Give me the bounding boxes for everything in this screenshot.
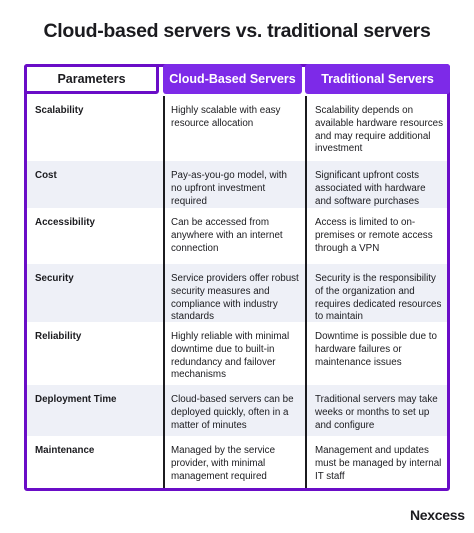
table-row: Reliability Highly reliable with minimal…	[27, 322, 447, 385]
row-cloud-value: Cloud-based servers can be deployed quic…	[171, 394, 294, 431]
row-parameter: Cost	[35, 170, 57, 181]
row-cloud-value: Highly scalable with easy resource alloc…	[171, 105, 281, 129]
header-traditional-servers: Traditional Servers	[305, 64, 450, 94]
row-parameter: Accessibility	[35, 217, 95, 228]
row-traditional-value: Significant upfront costs associated wit…	[315, 170, 426, 207]
row-traditional-value: Management and updates must be managed b…	[315, 445, 442, 482]
nexcess-logo: Nexcess	[410, 507, 465, 523]
page-title: Cloud-based servers vs. traditional serv…	[43, 20, 431, 42]
row-parameter: Security	[35, 273, 74, 284]
table-row: Security Service providers offer robust …	[27, 264, 447, 322]
row-cloud-value: Can be accessed from anywhere with an in…	[171, 217, 283, 254]
row-parameter: Reliability	[35, 331, 82, 342]
row-parameter: Maintenance	[35, 445, 95, 456]
row-cloud-value: Pay-as-you-go model, with no upfront inv…	[171, 170, 287, 207]
header-cloud-based-servers: Cloud-Based Servers	[163, 64, 302, 94]
row-traditional-value: Access is limited to on-premises or remo…	[315, 217, 433, 254]
header-parameters: Parameters	[24, 64, 159, 94]
table-row: Maintenance Managed by the service provi…	[27, 436, 447, 488]
row-parameter: Deployment Time	[35, 394, 117, 405]
row-cloud-value: Highly reliable with minimal downtime du…	[171, 331, 290, 381]
table-row: Deployment Time Cloud-based servers can …	[27, 385, 447, 436]
row-traditional-value: Traditional servers may take weeks or mo…	[315, 394, 438, 431]
row-cloud-value: Service providers offer robust security …	[171, 273, 299, 323]
column-divider	[305, 96, 307, 488]
table-row: Accessibility Can be accessed from anywh…	[27, 208, 447, 264]
column-divider	[163, 96, 165, 488]
row-traditional-value: Scalability depends on available hardwar…	[315, 105, 443, 155]
row-traditional-value: Security is the responsibility of the or…	[315, 273, 442, 323]
row-cloud-value: Managed by the service provider, with mi…	[171, 445, 276, 482]
table-row: Scalability Highly scalable with easy re…	[27, 96, 447, 161]
row-parameter: Scalability	[35, 105, 84, 116]
row-traditional-value: Downtime is possible due to hardware fai…	[315, 331, 437, 368]
table-row: Cost Pay-as-you-go model, with no upfron…	[27, 161, 447, 208]
